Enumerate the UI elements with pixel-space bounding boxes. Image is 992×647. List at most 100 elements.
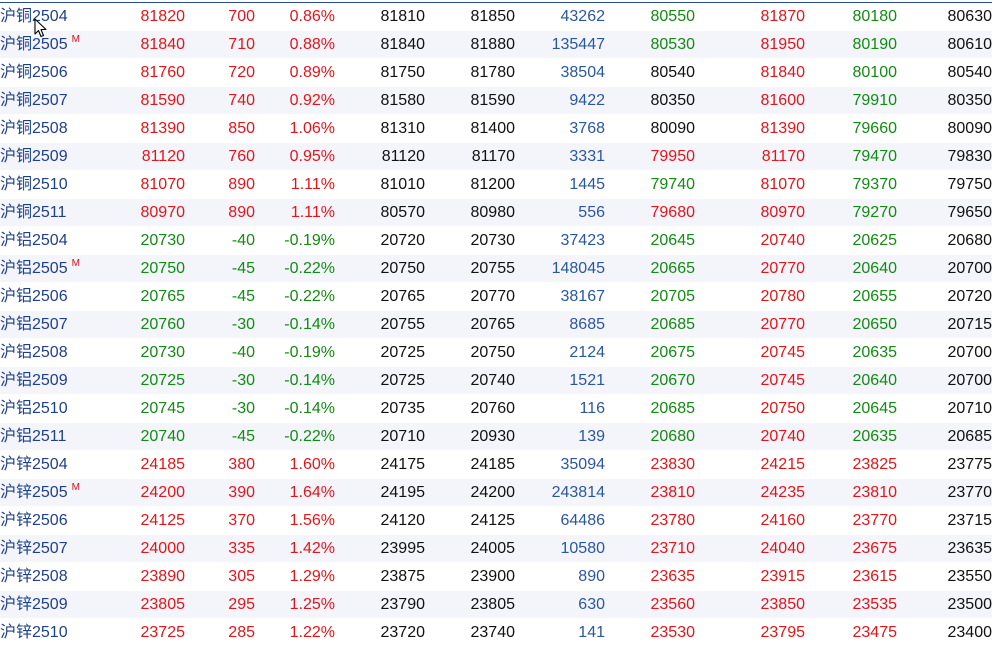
table-row[interactable]: 沪铝2509 20725 -30 -0.14% 20725 20740 1521 20670 2… [0, 366, 992, 395]
table-row[interactable]: 沪铜2507 81590 740 0.92% 81580 81590 9422 80350 81… [0, 86, 992, 115]
high-price-cell: 81070 [760, 176, 806, 193]
table-row[interactable]: 沪铜2504 81820 700 0.86% 81810 81850 43262 80550 8… [0, 3, 992, 31]
table-row[interactable]: 沪铜2508 81390 850 1.06% 81310 81400 3768 80090 81… [0, 115, 992, 143]
change-cell: -45 [185, 422, 255, 451]
bid-price-cell: 81010 [380, 176, 426, 193]
table-row[interactable]: 沪锌2507 24000 335 1.42% 23995 24005 10580 23710 2… [0, 534, 992, 563]
header-cell[interactable] [0, 0, 100, 3]
header-cell[interactable] [605, 0, 695, 3]
contract-name-cell[interactable]: 沪铜2509 [0, 142, 100, 171]
table-row[interactable]: 沪铜2510 81070 890 1.11% 81010 81200 1445 79740 81… [0, 171, 992, 199]
open-price-cell: 20645 [650, 232, 696, 249]
table-row[interactable]: 沪锌2509 23805 295 1.25% 23790 23805 630 23560 238… [0, 590, 992, 619]
table-row[interactable]: 沪铜2505 M 81840 710 0.88% 81840 81880 135447 8053… [0, 30, 992, 59]
ask-price-cell: 20730 [470, 232, 516, 249]
open-price-cell: 20680 [605, 422, 695, 451]
change-cell: -30 [231, 400, 255, 417]
change-percent-cell: 0.92% [255, 86, 335, 115]
bid-price-cell: 24175 [380, 456, 426, 473]
table-row[interactable]: 沪锌2508 23890 305 1.29% 23875 23900 890 23635 239… [0, 563, 992, 591]
change-percent-cell: -0.14% [255, 366, 335, 395]
table-row[interactable]: 沪铝2504 20730 -40 -0.19% 20720 20730 37423 20645… [0, 227, 992, 255]
table-row[interactable]: 沪锌2506 24125 370 1.56% 24120 24125 64486 23780 2… [0, 507, 992, 535]
header-cell[interactable] [185, 0, 255, 3]
contract-name-cell[interactable]: 沪锌2509 [0, 590, 100, 619]
contract-name-cell[interactable]: 沪铝2505 M [0, 254, 100, 283]
open-price-cell: 79950 [605, 142, 695, 171]
ask-price-cell: 20770 [470, 288, 516, 305]
contract-name-cell[interactable]: 沪铝2506 [0, 283, 100, 311]
change-percent-cell: -0.14% [255, 310, 335, 339]
change-cell: 335 [185, 534, 255, 563]
contract-name-cell[interactable]: 沪铜2508 [0, 115, 100, 143]
table-row[interactable]: 沪铝2508 20730 -40 -0.19% 20725 20750 2124 20675 2… [0, 339, 992, 367]
low-price-cell: 23825 [852, 456, 898, 473]
header-cell[interactable] [805, 0, 897, 3]
ask-price-cell: 23900 [470, 568, 516, 585]
header-cell[interactable] [255, 0, 335, 3]
header-cell[interactable] [897, 0, 992, 3]
high-price-cell: 24215 [760, 456, 806, 473]
table-row[interactable]: 沪铜2506 81760 720 0.89% 81750 81780 38504 80540 8… [0, 59, 992, 87]
high-price-cell: 20780 [760, 288, 806, 305]
contract-name-cell[interactable]: 沪铝2508 [0, 339, 100, 367]
change-percent-cell: 0.89% [289, 64, 335, 81]
header-cell[interactable] [515, 0, 605, 3]
contract-name-cell[interactable]: 沪铜2505 M [0, 30, 100, 59]
table-row[interactable]: 沪铝2506 20765 -45 -0.22% 20765 20770 38167 20705… [0, 283, 992, 311]
last-price-cell: 81840 [100, 30, 185, 59]
prev-settle-cell: 23400 [947, 624, 992, 641]
ask-price-cell: 81780 [470, 64, 516, 81]
contract-name-cell[interactable]: 沪锌2504 [0, 451, 100, 479]
header-cell[interactable] [335, 0, 425, 3]
high-price-cell: 20770 [695, 310, 805, 339]
header-cell[interactable] [695, 0, 805, 3]
last-price-cell: 81120 [100, 142, 185, 171]
table-row[interactable]: 沪铜2509 81120 760 0.95% 81120 81170 3331 79950 81… [0, 142, 992, 171]
contract-name-cell[interactable]: 沪铜2507 [0, 86, 100, 115]
change-percent-cell: -0.19% [284, 344, 335, 361]
contract-name-cell[interactable]: 沪铝2510 [0, 395, 100, 423]
contract-name-cell[interactable]: 沪铝2504 [0, 227, 100, 255]
contract-name: 沪铜2510 [0, 176, 68, 193]
change-cell: -45 [231, 288, 255, 305]
table-row[interactable]: 沪锌2505 M 24200 390 1.64% 24195 24200 243814 2381… [0, 478, 992, 507]
table-row[interactable]: 沪铝2505 M 20750 -45 -0.22% 20750 20755 148045 206… [0, 254, 992, 283]
contract-name-cell[interactable]: 沪铝2507 [0, 310, 100, 339]
prev-settle-cell: 20700 [897, 366, 992, 395]
change-percent-cell: -0.22% [255, 254, 335, 283]
prev-settle-cell: 80630 [947, 8, 992, 25]
table-row[interactable]: 沪铝2510 20745 -30 -0.14% 20735 20760 116 20685 20… [0, 395, 992, 423]
table-row[interactable]: 沪铝2511 20740 -45 -0.22% 20710 20930 139 20680 20… [0, 422, 992, 451]
volume-cell: 148045 [515, 254, 605, 283]
header-cell[interactable] [425, 0, 515, 3]
contract-name: 沪铝2506 [0, 288, 68, 305]
bid-price-cell: 81810 [380, 8, 426, 25]
change-cell: 710 [185, 30, 255, 59]
table-row[interactable]: 沪铜2511 80970 890 1.11% 80570 80980 556 79680 809… [0, 198, 992, 227]
contract-name-cell[interactable]: 沪铜2506 [0, 59, 100, 87]
quote-table-body: 沪铜2504 81820 700 0.86% 81810 81850 43262 80550 8… [0, 3, 992, 647]
header-cell[interactable] [100, 0, 185, 3]
contract-name-cell[interactable]: 沪铜2511 [0, 198, 100, 227]
change-percent-cell: 0.95% [255, 142, 335, 171]
contract-name-cell[interactable]: 沪铝2509 [0, 366, 100, 395]
contract-name-cell[interactable]: 沪锌2508 [0, 563, 100, 591]
volume-cell: 556 [515, 198, 605, 227]
table-row[interactable]: 沪锌2504 24185 380 1.60% 24175 24185 35094 23830 2… [0, 451, 992, 479]
contract-name-cell[interactable]: 沪铝2511 [0, 422, 100, 451]
contract-name-cell[interactable]: 沪锌2505 M [0, 478, 100, 507]
bid-price-cell: 20725 [335, 366, 425, 395]
low-price-cell: 20650 [805, 310, 897, 339]
contract-name-cell[interactable]: 沪锌2506 [0, 507, 100, 535]
table-row[interactable]: 沪锌2510 23725 285 1.22% 23720 23740 141 23530 237… [0, 619, 992, 647]
high-price-cell: 23795 [760, 624, 806, 641]
table-row[interactable]: 沪铝2507 20760 -30 -0.14% 20755 20765 8685 20685 2… [0, 310, 992, 339]
contract-name: 沪锌2509 [0, 596, 68, 613]
contract-name-cell[interactable]: 沪锌2507 [0, 534, 100, 563]
last-price-cell: 20730 [140, 232, 186, 249]
contract-name-cell[interactable]: 沪铜2510 [0, 171, 100, 199]
contract-name-cell[interactable]: 沪铜2504 [0, 3, 100, 31]
contract-name-cell[interactable]: 沪锌2510 [0, 619, 100, 647]
low-price-cell: 79910 [805, 86, 897, 115]
